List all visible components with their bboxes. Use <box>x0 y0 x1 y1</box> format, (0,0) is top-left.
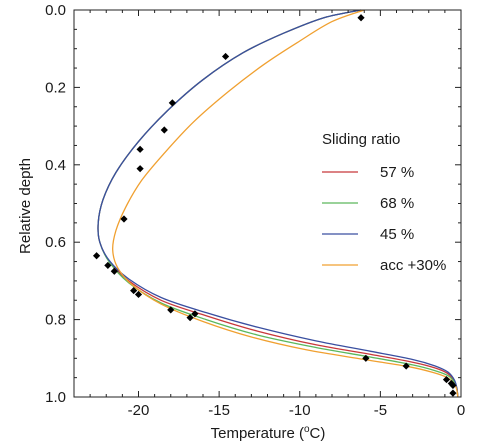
observation-point <box>449 389 457 397</box>
observation-point <box>136 165 144 173</box>
observation-point <box>136 145 144 153</box>
x-tick-label: 0 <box>457 402 465 419</box>
legend: Sliding ratio 57 % 68 % 45 % acc +30% <box>322 131 446 274</box>
x-axis-ticks: -20 -15 -10 -5 0 <box>73 10 465 419</box>
observation-point <box>449 381 457 389</box>
observation-point <box>120 215 128 223</box>
observation-point <box>110 267 118 275</box>
x-tick-label: -15 <box>208 402 230 419</box>
y-axis-label: Relative depth <box>17 158 34 254</box>
legend-label-1: 68 % <box>380 195 414 212</box>
observation-point <box>167 306 175 314</box>
observation-point <box>92 252 101 260</box>
observation-point <box>186 314 194 322</box>
observation-point <box>402 362 410 370</box>
legend-label-3: acc +30% <box>380 257 446 274</box>
y-tick-label: 0.4 <box>45 157 66 174</box>
x-axis-label: Temperature (oC) <box>211 424 326 442</box>
legend-title: Sliding ratio <box>322 131 400 148</box>
observation-point <box>160 126 168 134</box>
observation-point <box>134 290 143 299</box>
observation-point <box>357 14 365 22</box>
legend-label-0: 57 % <box>380 164 414 181</box>
observation-point <box>104 261 112 270</box>
y-tick-label: 0.2 <box>45 79 66 96</box>
series-line-2 <box>97 9 459 398</box>
legend-label-2: 45 % <box>380 226 414 243</box>
y-tick-label: 1.0 <box>45 389 66 406</box>
y-tick-label: 0.6 <box>45 234 66 251</box>
observation-point <box>168 99 176 107</box>
observation-point <box>191 310 199 318</box>
x-tick-label: -5 <box>374 402 387 419</box>
observation-points <box>92 14 457 397</box>
y-axis-ticks: 0.0 0.2 0.4 0.6 0.8 1.0 <box>45 2 461 406</box>
series-line-3 <box>112 9 459 398</box>
y-tick-label: 0.8 <box>45 312 66 329</box>
observation-point <box>130 286 138 295</box>
observation-point <box>442 375 451 384</box>
y-tick-label: 0.0 <box>45 2 66 19</box>
observation-point <box>362 354 370 362</box>
x-tick-label: -10 <box>289 402 311 419</box>
x-tick-label: -20 <box>128 402 150 419</box>
observation-point <box>221 52 230 61</box>
